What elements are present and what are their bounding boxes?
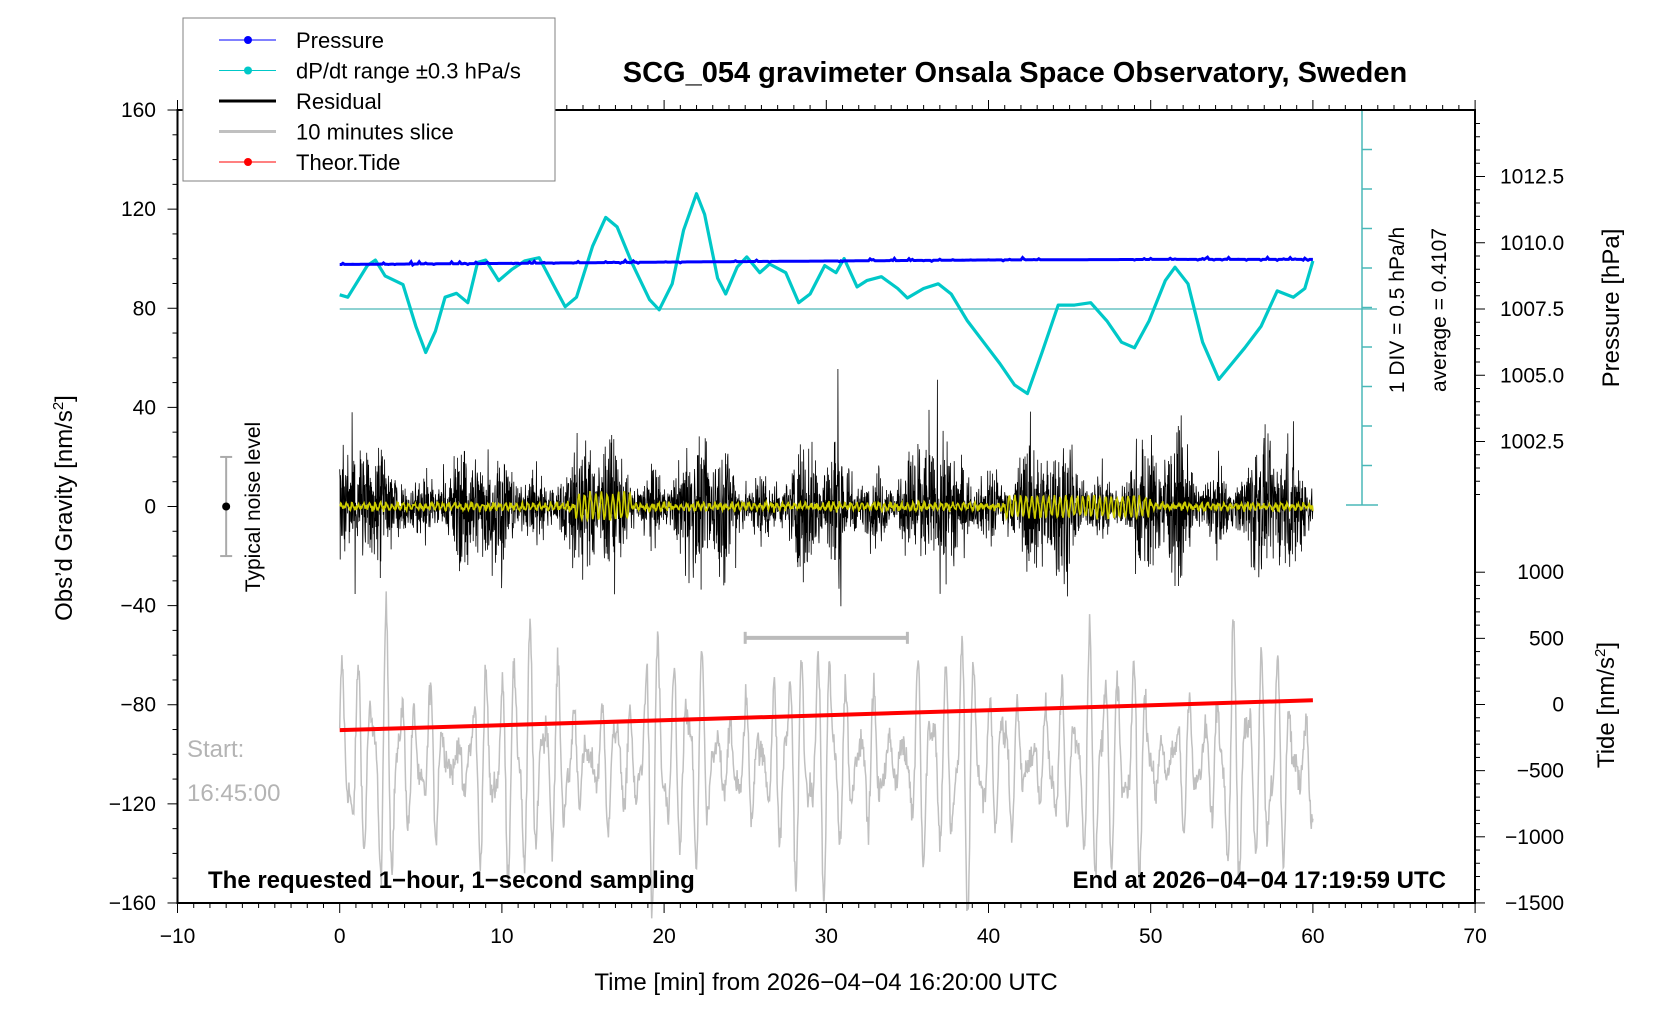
dpdt-average-label: average = 0.4107 xyxy=(1428,228,1451,392)
legend-label: dP/dt range ±0.3 hPa/s xyxy=(296,59,521,84)
y-label-left-sup: 2 xyxy=(50,402,67,410)
y-left-tick-label: −40 xyxy=(120,595,156,618)
series-residual xyxy=(339,368,1314,607)
x-axis-label: Time [min] from 2026−04−04 16:20:00 UTC xyxy=(594,969,1057,996)
legend-marker xyxy=(244,36,252,44)
y-left-tick-label: −80 xyxy=(120,694,156,717)
legend: Pressure dP/dt range ±0.3 hPa/s Residual 10… xyxy=(182,17,556,182)
legend-item: Pressure xyxy=(219,28,384,53)
series-pressure xyxy=(339,254,1313,268)
y-left-tick-label: −120 xyxy=(109,793,156,816)
y-label-tide-sup: 2 xyxy=(1592,649,1609,657)
legend-item: Residual xyxy=(219,89,382,114)
start-time: 16:45:00 xyxy=(187,780,280,807)
x-tick-label: 50 xyxy=(1139,925,1162,948)
y-tide-tick-label: 1000 xyxy=(1517,561,1564,584)
y-label-left-text: Obs’d Gravity [nm/s xyxy=(51,410,78,621)
noise-level-label: Typical noise level xyxy=(242,422,265,592)
plot-layer xyxy=(220,109,1378,919)
note-left: The requested 1−hour, 1−second sampling xyxy=(208,867,695,894)
noise-level-dot xyxy=(222,502,231,511)
y-left-tick-label: 80 xyxy=(133,297,156,320)
y-tide-tick-label: 500 xyxy=(1529,627,1564,650)
series-10-minutes-slice xyxy=(338,591,1314,919)
y-pressure-tick-label: 1010.0 xyxy=(1500,232,1564,255)
x-tick-label: 20 xyxy=(652,925,675,948)
y-axis-label-pressure: Pressure [hPa] xyxy=(1598,229,1625,388)
y-left-tick-label: −160 xyxy=(109,892,156,915)
y-left-tick-label: 0 xyxy=(144,496,156,519)
x-tick-label: 60 xyxy=(1301,925,1324,948)
legend-item: dP/dt range ±0.3 hPa/s xyxy=(219,59,521,84)
x-tick-label: 0 xyxy=(334,925,346,948)
start-label: Start: xyxy=(187,736,244,763)
legend-label: Residual xyxy=(296,89,382,114)
legend-item: Theor.Tide xyxy=(219,150,400,175)
y-tide-tick-label: −500 xyxy=(1517,760,1564,783)
chart-title: SCG_054 gravimeter Onsala Space Observat… xyxy=(623,57,1407,89)
legend-label: Theor.Tide xyxy=(296,150,400,175)
x-tick-label: −10 xyxy=(160,925,196,948)
legend-label: 10 minutes slice xyxy=(296,120,454,145)
y-pressure-tick-label: 1012.5 xyxy=(1500,166,1564,189)
y-left-tick-label: 40 xyxy=(133,396,156,419)
y-axis-label-tide: Tide [nm/s2] xyxy=(1592,642,1620,768)
legend-label: Pressure xyxy=(296,28,384,53)
y-tide-tick-label: −1000 xyxy=(1505,826,1564,849)
x-tick-label: 10 xyxy=(490,925,513,948)
y-axis-label-left: Obs’d Gravity [nm/s2] xyxy=(50,395,78,621)
legend-items: Pressure dP/dt range ±0.3 hPa/s Residual 10… xyxy=(219,28,521,175)
axes-layer: −10 0 10 20 30 40 50 60 70 160 120 80 40 0 −40 −80 −120 −… xyxy=(109,99,1565,948)
series-theor-tide xyxy=(339,698,1313,733)
legend-marker xyxy=(244,158,252,166)
y-label-tide-end: ] xyxy=(1593,642,1620,649)
y-label-tide-text: Tide [nm/s xyxy=(1593,657,1620,768)
y-pressure-tick-label: 1005.0 xyxy=(1500,364,1564,387)
legend-item: 10 minutes slice xyxy=(219,120,454,145)
y-tide-tick-label: −1500 xyxy=(1505,892,1564,915)
x-tick-label: 40 xyxy=(977,925,1000,948)
x-tick-label: 30 xyxy=(815,925,838,948)
y-pressure-tick-label: 1007.5 xyxy=(1500,298,1564,321)
dpdt-div-label: 1 DIV = 0.5 hPa/h xyxy=(1386,227,1409,393)
note-right: End at 2026−04−04 17:19:59 UTC xyxy=(1072,867,1446,894)
series-filtered-residual xyxy=(339,490,1314,523)
y-pressure-tick-label: 1002.5 xyxy=(1500,431,1564,454)
y-left-tick-label: 160 xyxy=(121,99,156,122)
y-label-left-end: ] xyxy=(51,395,78,402)
y-tide-tick-label: 0 xyxy=(1552,694,1564,717)
series-dpdt xyxy=(339,192,1315,396)
x-tick-label: 70 xyxy=(1463,925,1486,948)
legend-marker xyxy=(244,66,252,75)
y-left-tick-label: 120 xyxy=(121,198,156,221)
